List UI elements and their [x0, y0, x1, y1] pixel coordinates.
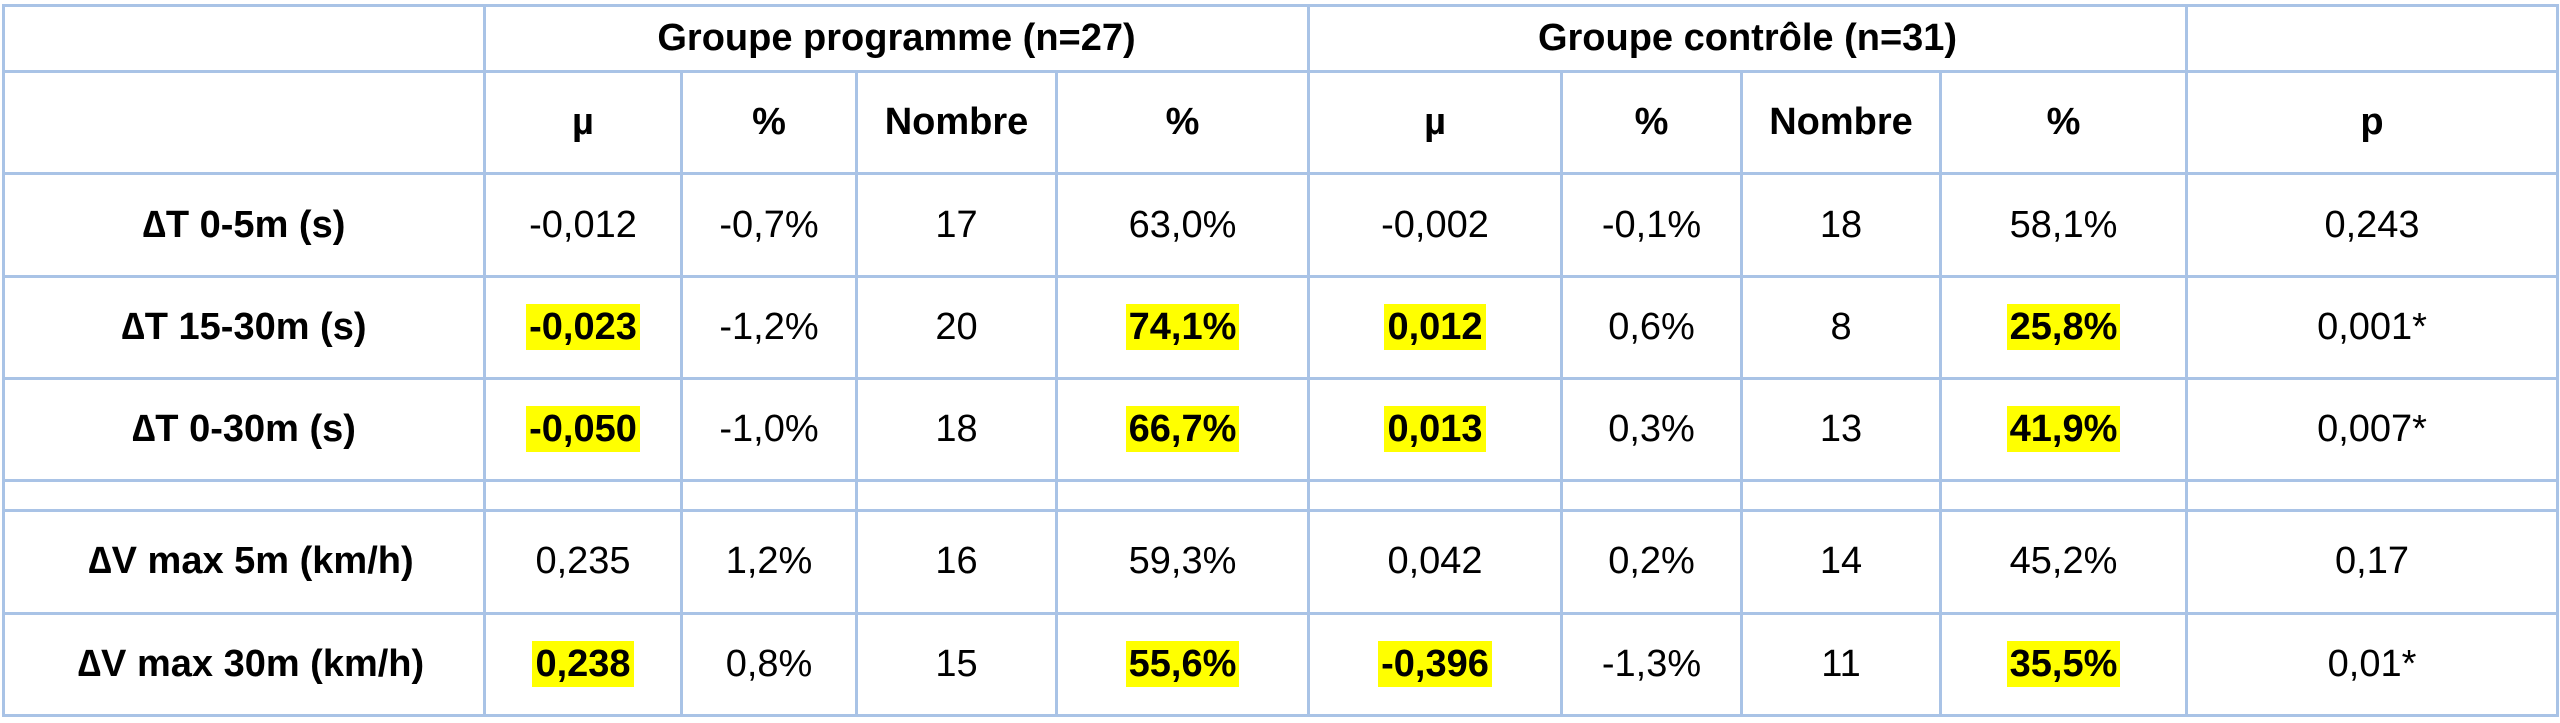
col-pct-programme: %	[680, 70, 858, 176]
cell: 17	[855, 172, 1058, 278]
cell: 0,001*	[2185, 274, 2560, 381]
col-pct2-controle: %	[1939, 70, 2189, 176]
spacer-cell	[1054, 479, 1311, 513]
spacer-cell	[855, 479, 1058, 513]
p-group-cell	[2185, 3, 2560, 74]
row-label: ∆T 0-5m (s)	[2, 172, 486, 278]
cell: 0,243	[2185, 172, 2560, 278]
cell: 15	[855, 611, 1058, 718]
cell: -0,396	[1307, 611, 1564, 718]
cell: 45,2%	[1939, 509, 2189, 615]
cell: 66,7%	[1054, 377, 1311, 483]
cell: 0,3%	[1560, 377, 1744, 483]
cell: 55,6%	[1054, 611, 1311, 718]
cell: 0,01*	[2185, 611, 2560, 718]
cell: -0,7%	[680, 172, 858, 278]
highlighted-value: 41,9%	[2006, 406, 2121, 453]
spacer-cell	[680, 479, 858, 513]
highlighted-value: -0,050	[526, 406, 640, 453]
col-mu-programme: µ	[483, 70, 683, 176]
cell: 0,8%	[680, 611, 858, 718]
cell: 0,007*	[2185, 377, 2560, 483]
col-pct2-programme: %	[1054, 70, 1311, 176]
cell: 35,5%	[1939, 611, 2189, 718]
group-header-row: Groupe programme (n=27) Groupe contrôle …	[2, 3, 2560, 74]
col-mu-controle: µ	[1307, 70, 1564, 176]
cell: 0,238	[483, 611, 683, 718]
cell: 0,6%	[1560, 274, 1744, 381]
spacer-row	[2, 479, 2560, 513]
spacer-cell	[2, 479, 486, 513]
highlighted-value: 25,8%	[2006, 303, 2121, 350]
cell: 58,1%	[1939, 172, 2189, 278]
table-row: ∆T 0-30m (s) -0,050 -1,0% 18 66,7% 0,013…	[2, 377, 2560, 483]
cell: 18	[855, 377, 1058, 483]
cell: 0,013	[1307, 377, 1564, 483]
col-nombre-controle: Nombre	[1740, 70, 1943, 176]
cell: 20	[855, 274, 1058, 381]
highlighted-value: 0,238	[532, 640, 634, 687]
table-row: ∆V max 5m (km/h) 0,235 1,2% 16 59,3% 0,0…	[2, 509, 2560, 615]
cell: 41,9%	[1939, 377, 2189, 483]
cell: 1,2%	[680, 509, 858, 615]
spacer-cell	[1560, 479, 1744, 513]
row-label: ∆T 15-30m (s)	[2, 274, 486, 381]
cell: -1,2%	[680, 274, 858, 381]
spacer-cell	[483, 479, 683, 513]
highlighted-value: 55,6%	[1125, 640, 1240, 687]
group-programme-title: Groupe programme (n=27)	[482, 3, 1311, 74]
cell: 25,8%	[1939, 274, 2189, 381]
spacer-cell	[1307, 479, 1564, 513]
cell: -1,3%	[1560, 611, 1744, 718]
table-row: ∆T 15-30m (s) -0,023 -1,2% 20 74,1% 0,01…	[2, 274, 2560, 381]
column-header-row: µ % Nombre % µ % Nombre % p	[2, 70, 2560, 176]
cell: 59,3%	[1054, 509, 1311, 615]
cell: 0,042	[1307, 509, 1564, 615]
row-label: ∆V max 30m (km/h)	[2, 611, 486, 718]
highlighted-value: 0,012	[1384, 303, 1486, 350]
corner-cell-2	[2, 70, 486, 176]
cell: -0,023	[483, 274, 683, 381]
col-p: p	[2185, 70, 2560, 176]
corner-cell	[2, 3, 486, 74]
cell: -1,0%	[680, 377, 858, 483]
cell: 18	[1740, 172, 1943, 278]
cell: 0,012	[1307, 274, 1564, 381]
table-row: ∆T 0-5m (s) -0,012 -0,7% 17 63,0% -0,002…	[2, 172, 2560, 278]
cell: 0,2%	[1560, 509, 1744, 615]
highlighted-value: 74,1%	[1125, 303, 1240, 350]
cell: 8	[1740, 274, 1943, 381]
col-nombre-programme: Nombre	[855, 70, 1058, 176]
cell: -0,012	[483, 172, 683, 278]
highlighted-value: 35,5%	[2006, 640, 2121, 687]
cell: -0,1%	[1560, 172, 1744, 278]
cell: 16	[855, 509, 1058, 615]
row-label: ∆T 0-30m (s)	[2, 377, 486, 483]
cell: 11	[1740, 611, 1943, 718]
group-controle-title: Groupe contrôle (n=31)	[1307, 3, 2189, 74]
spacer-cell	[2185, 479, 2560, 513]
col-pct-controle: %	[1560, 70, 1744, 176]
table-row: ∆V max 30m (km/h) 0,238 0,8% 15 55,6% -0…	[2, 611, 2560, 718]
spacer-cell	[1939, 479, 2189, 513]
highlighted-value: -0,023	[526, 303, 640, 350]
highlighted-value: 0,013	[1384, 406, 1486, 453]
highlighted-value: -0,396	[1378, 640, 1492, 687]
cell: 63,0%	[1054, 172, 1311, 278]
cell: 0,17	[2185, 509, 2560, 615]
cell: 74,1%	[1054, 274, 1311, 381]
cell: 13	[1740, 377, 1943, 483]
cell: -0,002	[1307, 172, 1564, 278]
cell: 14	[1740, 509, 1943, 615]
results-table: Groupe programme (n=27) Groupe contrôle …	[2, 3, 2560, 718]
cell: 0,235	[483, 509, 683, 615]
cell: -0,050	[483, 377, 683, 483]
highlighted-value: 66,7%	[1125, 406, 1240, 453]
row-label: ∆V max 5m (km/h)	[2, 509, 486, 615]
spacer-cell	[1740, 479, 1943, 513]
